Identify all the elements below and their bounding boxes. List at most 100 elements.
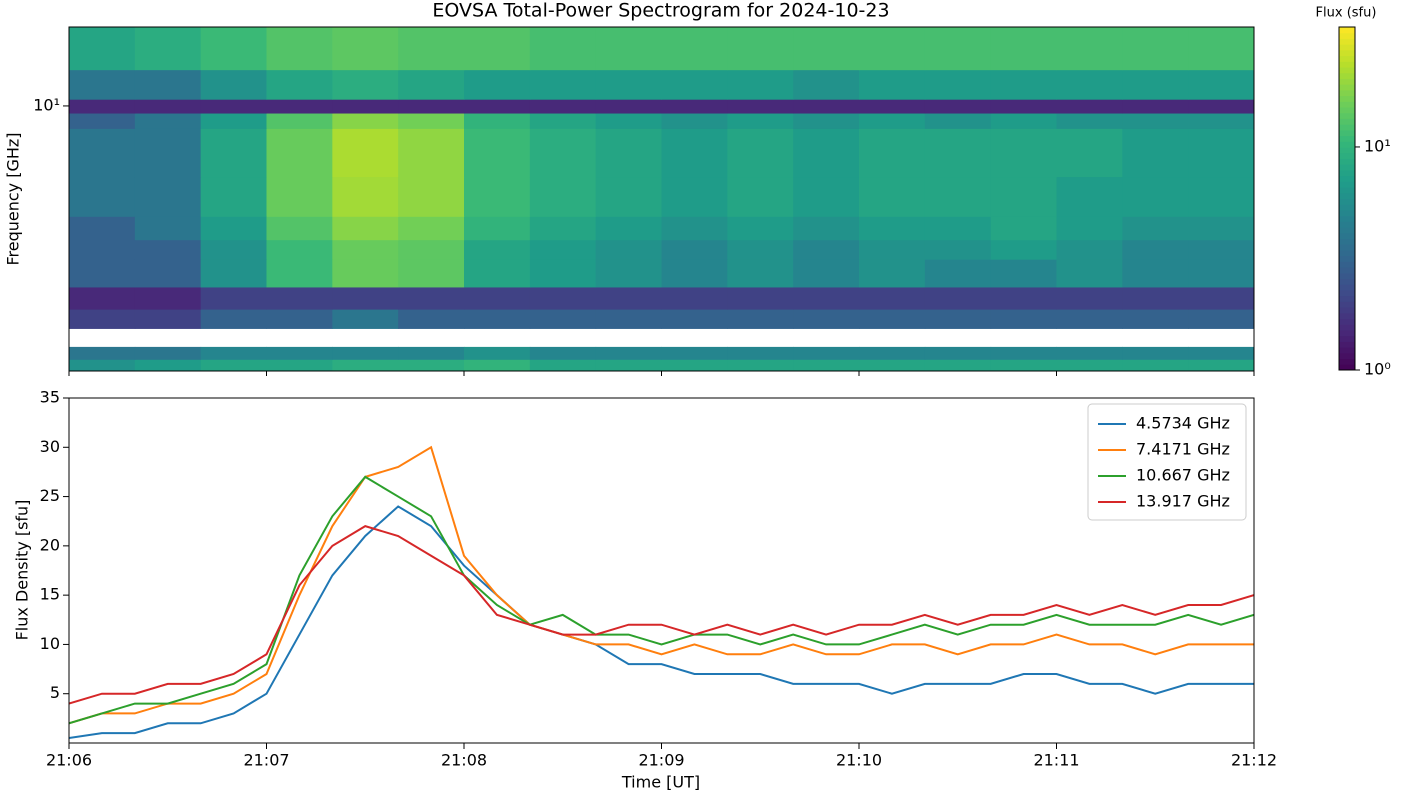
heatmap-cell xyxy=(1056,359,1123,372)
y-tick-label: 35 xyxy=(40,388,60,407)
heatmap-cell xyxy=(332,113,399,129)
colorbar-swatch xyxy=(1339,78,1355,85)
colorbar-swatch xyxy=(1339,141,1355,148)
heatmap-cell xyxy=(266,69,333,100)
heatmap-cell xyxy=(464,176,531,217)
heatmap-cell xyxy=(661,346,728,360)
heatmap-cell xyxy=(859,113,926,129)
heatmap-cell xyxy=(529,128,597,178)
heatmap-cell xyxy=(793,216,860,241)
heatmap-cell xyxy=(134,128,202,178)
y-tick-label: 10¹ xyxy=(33,95,60,114)
heatmap-cell xyxy=(727,176,794,217)
colorbar-swatch xyxy=(1339,227,1355,234)
colorbar-swatch xyxy=(1339,118,1355,125)
heatmap-cell xyxy=(266,309,333,329)
heatmap-cell xyxy=(595,27,662,71)
heatmap-cell xyxy=(332,69,399,100)
series-line xyxy=(69,525,1254,705)
heatmap-cell xyxy=(134,239,202,260)
heatmap-cell xyxy=(134,309,202,329)
heatmap-cell xyxy=(859,69,926,100)
heatmap-cell xyxy=(793,99,860,114)
heatmap-cell xyxy=(200,216,267,241)
colorbar-swatch xyxy=(1339,347,1355,354)
colorbar-swatch xyxy=(1339,255,1355,262)
heatmap-cell xyxy=(1122,69,1189,100)
heatmap-cell xyxy=(990,27,1057,71)
heatmap-cell xyxy=(1188,309,1255,329)
heatmap-cell xyxy=(69,176,136,217)
heatmap-cell xyxy=(398,216,465,241)
heatmap-cell xyxy=(924,27,992,71)
heatmap-cell xyxy=(69,27,136,71)
x-tick-label: 21:11 xyxy=(1033,751,1079,770)
heatmap-cell xyxy=(859,286,926,310)
heatmap-cell xyxy=(990,216,1057,241)
heatmap-cell xyxy=(464,359,531,372)
colorbar-swatch xyxy=(1339,204,1355,211)
heatmap-cell xyxy=(398,359,465,372)
colorbar-swatch xyxy=(1339,318,1355,325)
heatmap-cell xyxy=(69,99,136,114)
heatmap-cell xyxy=(69,113,136,129)
colorbar-swatch xyxy=(1339,89,1355,97)
x-tick-label: 21:09 xyxy=(638,751,684,770)
heatmap-cell xyxy=(1188,69,1255,100)
colorbar-swatch xyxy=(1339,101,1355,108)
heatmap-cell xyxy=(398,259,465,288)
heatmap-cell xyxy=(727,69,794,100)
heatmap-cell xyxy=(69,286,136,310)
heatmap-cell xyxy=(924,128,992,178)
heatmap-cell xyxy=(1122,259,1189,288)
heatmap-cell xyxy=(793,259,860,288)
heatmap-cell xyxy=(990,309,1057,329)
colorbar-swatch xyxy=(1339,147,1355,154)
heatmap-cell xyxy=(464,99,531,114)
heatmap-cell xyxy=(595,176,662,217)
y-tick-label: 15 xyxy=(40,585,60,604)
heatmap-cell xyxy=(990,176,1057,217)
heatmap-cell xyxy=(266,99,333,114)
heatmap-cell xyxy=(398,27,465,71)
heatmap-cell xyxy=(332,27,399,71)
heatmap-cell xyxy=(595,346,662,360)
colorbar-swatch xyxy=(1339,335,1355,342)
heatmap-cell xyxy=(200,99,267,114)
heatmap-cell xyxy=(1056,259,1123,288)
legend-box xyxy=(1087,403,1247,521)
heatmap-cell xyxy=(793,176,860,217)
heatmap-cell xyxy=(398,128,465,178)
colorbar-swatch xyxy=(1339,129,1355,137)
heatmap-cell xyxy=(859,259,926,288)
heatmap-cell xyxy=(793,27,860,71)
heatmap-cell xyxy=(793,69,860,100)
heatmap-cell xyxy=(69,259,136,288)
heatmap-cell xyxy=(595,69,662,100)
heatmap-cell xyxy=(464,286,531,310)
heatmap-cell xyxy=(1188,359,1255,372)
heatmap-cell xyxy=(1188,286,1255,310)
heatmap-cell xyxy=(69,359,136,372)
heatmap-cell xyxy=(595,359,662,372)
heatmap-cell xyxy=(661,128,728,178)
heatmap-cell xyxy=(134,69,202,100)
heatmap-cell xyxy=(332,99,399,114)
heatmap-cell xyxy=(332,346,399,360)
heatmap-cell xyxy=(464,216,531,241)
heatmap-cell xyxy=(332,286,399,310)
colorbar-swatch xyxy=(1339,135,1355,142)
heatmap-cell xyxy=(529,239,597,260)
heatmap-cell xyxy=(529,69,597,100)
heatmap-cell xyxy=(1122,99,1189,114)
heatmap-cell xyxy=(661,286,728,310)
heatmap-cell xyxy=(464,309,531,329)
heatmap-cell xyxy=(661,309,728,329)
heatmap-cell xyxy=(464,128,531,178)
heatmap-cell xyxy=(464,69,531,100)
x-axis-label: Time [UT] xyxy=(621,773,700,792)
legend-label: 7.4171 GHz xyxy=(1136,440,1230,459)
heatmap-cell xyxy=(398,99,465,114)
heatmap-cell xyxy=(859,239,926,260)
colorbar-swatch xyxy=(1339,55,1355,62)
